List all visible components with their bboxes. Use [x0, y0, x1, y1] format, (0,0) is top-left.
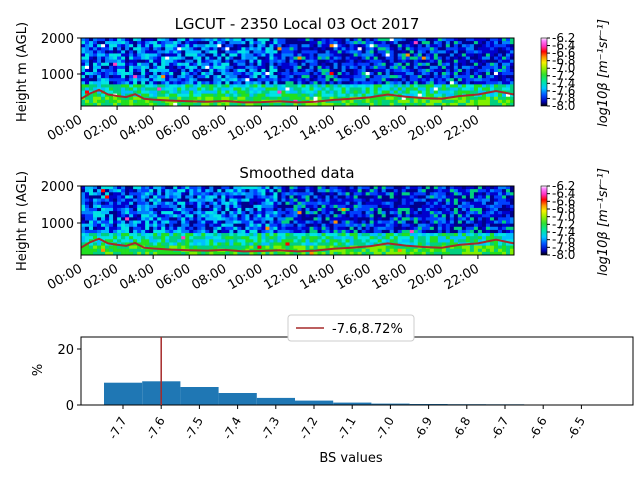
- x-tick-label: 06:00: [153, 112, 193, 144]
- x-tick-label: -6.7: [488, 415, 512, 442]
- x-tick-label: 22:00: [442, 112, 482, 144]
- x-tick-label: 06:00: [153, 261, 193, 293]
- x-tick-label: -6.8: [450, 415, 474, 442]
- panel-raw: LGCUT - 2350 Local 03 Oct 2017 Height m …: [15, 15, 611, 144]
- x-axis-histogram: -7.7 -7.6 -7.5 -7.4 -7.3 -7.2 -7.1 -7.0 -6.9 -6.8…: [106, 405, 588, 442]
- x-tick-label: -7.4: [220, 415, 244, 442]
- colorbar-gradient: [541, 186, 547, 255]
- x-tick-label: 04:00: [117, 112, 157, 144]
- histogram-bar: [295, 401, 333, 405]
- colorbar-raw: -6.2-6.4-6.6-6.8-7.0-7.2-7.4-7.6-7.8-8.0: [541, 31, 575, 113]
- x-tick-label: 20:00: [406, 261, 446, 293]
- colorbar-raw-label: log10β [m⁻¹sr⁻¹]: [596, 19, 611, 127]
- x-tick-label: 16:00: [334, 261, 374, 293]
- panel-raw-ylabel: Height m (AGL): [15, 22, 30, 122]
- y-tick-label: 1000: [41, 217, 74, 232]
- y-axis-smoothed: 1000 2000: [41, 180, 81, 232]
- x-axis-smoothed: 00:0002:0004:0006:0008:0010:0012:0014:00…: [45, 255, 482, 293]
- y-tick-label: 2000: [41, 180, 74, 195]
- x-tick-label: -7.7: [106, 415, 130, 442]
- histogram-bar: [180, 387, 218, 405]
- histogram-ylabel: %: [31, 364, 46, 376]
- x-tick-label: 22:00: [442, 261, 482, 293]
- x-tick-label: 08:00: [189, 112, 229, 144]
- x-tick-label: 08:00: [189, 261, 229, 293]
- y-axis-raw: 1000 2000: [41, 32, 81, 83]
- x-tick-label: -7.6: [144, 415, 168, 442]
- x-axis-raw: 00:0002:0004:0006:0008:0010:0012:0014:00…: [45, 106, 482, 144]
- x-tick-label: 12:00: [262, 261, 302, 293]
- x-tick-label: -7.3: [259, 415, 283, 442]
- y-axis-histogram: 0 20: [57, 343, 81, 414]
- x-tick-label: -7.5: [182, 415, 206, 442]
- x-tick-label: 10:00: [225, 112, 265, 144]
- x-tick-label: 02:00: [81, 112, 121, 144]
- x-tick-label: -6.6: [526, 415, 550, 442]
- x-tick-label: 16:00: [334, 112, 374, 144]
- x-tick-label: -7.2: [297, 415, 321, 442]
- y-tick-label: 0: [66, 399, 74, 414]
- colorbar-tick-label: -8.0: [552, 248, 575, 262]
- x-tick-label: -6.5: [564, 415, 588, 442]
- x-tick-label: 14:00: [298, 261, 338, 293]
- heatmap-smoothed: [81, 186, 514, 255]
- x-tick-label: 02:00: [81, 261, 121, 293]
- x-tick-label: 00:00: [45, 112, 85, 144]
- x-tick-label: 18:00: [370, 112, 410, 144]
- panel-raw-title: LGCUT - 2350 Local 03 Oct 2017: [175, 15, 420, 33]
- x-tick-label: -7.1: [335, 415, 359, 442]
- histogram-bar: [219, 393, 257, 405]
- heatmap-raw: [81, 38, 514, 106]
- histogram-xlabel: BS values: [319, 451, 383, 466]
- colorbar-smoothed: -6.2-6.4-6.6-6.8-7.0-7.2-7.4-7.6-7.8-8.0: [541, 179, 575, 262]
- panel-smoothed-title: Smoothed data: [239, 164, 354, 182]
- x-tick-label: -6.9: [411, 415, 435, 442]
- x-tick-label: 20:00: [406, 112, 446, 144]
- x-tick-label: 14:00: [298, 112, 338, 144]
- x-tick-label: 00:00: [45, 261, 85, 293]
- panel-smoothed-ylabel: Height m (AGL): [15, 171, 30, 271]
- x-tick-label: 04:00: [117, 261, 157, 293]
- x-tick-label: 18:00: [370, 261, 410, 293]
- x-tick-label: 12:00: [262, 112, 302, 144]
- legend: -7.6,8.72%: [288, 315, 414, 341]
- x-tick-label: -7.0: [373, 415, 397, 442]
- x-tick-label: 10:00: [225, 261, 265, 293]
- panel-histogram: 0 20 % -7.7-7.6-7.5-7.4-7.3-7.2-7.1-7.0-…: [31, 315, 633, 466]
- panel-smoothed: Smoothed data Height m (AGL) 1000 2000 0…: [15, 164, 611, 293]
- histogram-bars: [104, 381, 601, 405]
- histogram-bar: [257, 398, 295, 405]
- y-tick-label: 1000: [41, 68, 74, 83]
- colorbar-smoothed-label: log10β [m⁻¹sr⁻¹]: [596, 168, 611, 276]
- colorbar-tick-label: -8.0: [552, 99, 575, 113]
- y-tick-label: 20: [57, 343, 74, 358]
- histogram-bar: [104, 383, 142, 405]
- y-tick-label: 2000: [41, 32, 74, 47]
- colorbar-gradient: [541, 38, 547, 106]
- legend-label: -7.6,8.72%: [332, 322, 403, 337]
